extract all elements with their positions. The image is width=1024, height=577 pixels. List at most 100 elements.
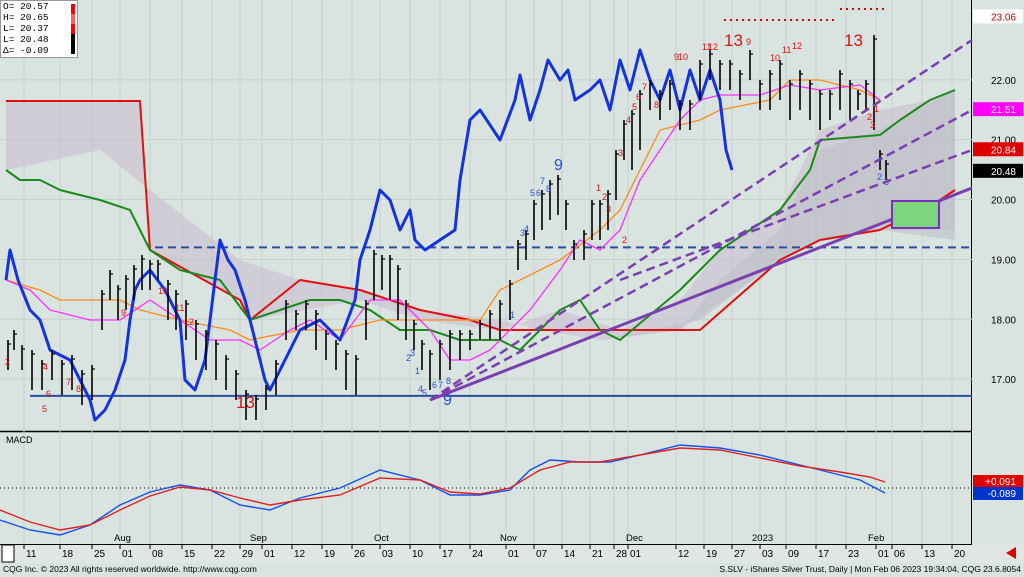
price-tag-label: 23.06 bbox=[991, 12, 1016, 23]
td-count-red: 7 bbox=[642, 82, 647, 92]
td-count-blue: 9 bbox=[443, 392, 452, 409]
day-label: 19 bbox=[324, 549, 336, 560]
ohlc-row: L= 20.37 bbox=[3, 23, 49, 34]
td-count-red: 7 bbox=[66, 377, 71, 387]
td-count-blue: 4 bbox=[418, 384, 423, 394]
td-count-red: 4 bbox=[626, 115, 631, 125]
day-label: 12 bbox=[678, 549, 690, 560]
day-label: 09 bbox=[788, 549, 800, 560]
td-count-red: 13 bbox=[724, 31, 743, 50]
td-count-red: 3 bbox=[606, 204, 611, 214]
td-count-blue: 3 bbox=[520, 228, 525, 238]
td-count-blue: 1 bbox=[415, 366, 420, 376]
price-tag-bg bbox=[973, 163, 1023, 178]
day-label: 11 bbox=[26, 549, 37, 560]
day-label: 17 bbox=[818, 549, 830, 560]
td-count-blue: 4 bbox=[524, 224, 529, 234]
td-count-red: 12 bbox=[708, 42, 718, 52]
tenkan-sen-line bbox=[5, 84, 881, 361]
day-label: 19 bbox=[706, 549, 718, 560]
macd-tag-bg bbox=[973, 487, 1023, 500]
price-tag-bg bbox=[973, 102, 1023, 117]
td-count-blue: 2 bbox=[877, 172, 882, 182]
month-label: Dec bbox=[626, 533, 643, 544]
day-label: 14 bbox=[564, 549, 576, 560]
td-count-red: 5 bbox=[42, 404, 47, 414]
price-axis-label: 19.00 bbox=[991, 255, 1016, 266]
td-count-red: 6 bbox=[46, 389, 51, 399]
td-count-red: 8 bbox=[76, 384, 81, 394]
macd-tag-label: -0.089 bbox=[988, 489, 1017, 500]
day-label: 21 bbox=[592, 549, 604, 560]
td-count-red: 11 bbox=[782, 45, 791, 55]
month-label: Oct bbox=[374, 533, 389, 544]
ohlc-row: O= 20.57 bbox=[3, 1, 49, 12]
trend-line-dashed-lower bbox=[619, 148, 973, 282]
day-label: 28 bbox=[616, 549, 628, 560]
td-count-blue: 5 bbox=[422, 388, 427, 398]
td-count-blue: 8 bbox=[446, 376, 451, 386]
price-tag-label: 20.84 bbox=[991, 145, 1016, 156]
status-bar-bg bbox=[0, 563, 1024, 577]
month-label: Sep bbox=[250, 533, 267, 544]
price-axis-label: 18.00 bbox=[991, 315, 1016, 326]
price-axis-bg bbox=[972, 0, 1024, 544]
day-label: 07 bbox=[536, 549, 548, 560]
day-label: 20 bbox=[954, 549, 966, 560]
day-label: 17 bbox=[442, 549, 454, 560]
td-count-blue: 7 bbox=[540, 176, 545, 186]
price-axis-label: 22.00 bbox=[991, 76, 1016, 87]
day-label: 27 bbox=[734, 549, 746, 560]
td-count-red: 1 bbox=[596, 183, 601, 193]
td-count-red: 9 bbox=[674, 52, 679, 62]
td-count-red: 4 bbox=[43, 362, 48, 372]
day-label: 12 bbox=[294, 549, 306, 560]
macd-label: MACD bbox=[6, 435, 33, 445]
td-count-blue: 3 bbox=[410, 348, 415, 358]
day-label: 13 bbox=[924, 549, 936, 560]
day-label: 18 bbox=[62, 549, 74, 560]
td-count-red: 12 bbox=[792, 41, 802, 51]
td-count-blue: 1 bbox=[510, 310, 515, 320]
macd-signal-line bbox=[0, 447, 886, 531]
ichimoku-cloud-lower bbox=[600, 90, 955, 340]
scroll-handle[interactable] bbox=[1, 544, 15, 563]
td-count-blue: 2 bbox=[406, 353, 411, 363]
td-count-red: 13 bbox=[844, 31, 863, 50]
td-count-red: 13 bbox=[236, 393, 255, 412]
td-count-red: 11 bbox=[175, 303, 184, 313]
day-label: 06 bbox=[894, 549, 906, 560]
td-count-red: 8 bbox=[654, 100, 659, 110]
td-count-blue: 5 bbox=[530, 188, 535, 198]
day-label: 23 bbox=[848, 549, 860, 560]
macd-line bbox=[0, 444, 886, 536]
td-count-red: 9 bbox=[746, 37, 751, 47]
orange-average-line bbox=[5, 79, 881, 341]
td-count-red: 10 bbox=[678, 52, 688, 62]
month-label: Feb bbox=[868, 533, 884, 544]
trend-line-dashed-middle bbox=[429, 108, 973, 402]
senkou-span-b-line bbox=[5, 89, 956, 351]
td-count-red: 2 bbox=[602, 192, 607, 202]
footer-left: CQG Inc. © 2023 All rights reserved worl… bbox=[3, 564, 257, 574]
td-count-blue: 8 bbox=[546, 184, 551, 194]
macd-tag-bg bbox=[973, 475, 1023, 488]
day-label: 08 bbox=[152, 549, 164, 560]
td-count-red: 12 bbox=[184, 317, 194, 327]
price-axis-label: 21.00 bbox=[991, 136, 1016, 147]
td-count-blue: 6 bbox=[432, 380, 437, 390]
day-label: 01 bbox=[122, 549, 134, 560]
day-label: 01 bbox=[508, 549, 520, 560]
month-label: Nov bbox=[500, 533, 517, 544]
ohlc-readout: O= 20.57 H= 20.65 L= 20.37 L= 20.48 Δ= -0.09 bbox=[0, 0, 78, 58]
day-label: 26 bbox=[354, 549, 366, 560]
td-count-red: 2 bbox=[622, 235, 627, 245]
ohlc-row: L= 20.48 bbox=[3, 34, 49, 45]
scroll-right-arrow-icon[interactable] bbox=[1006, 547, 1016, 559]
kijun-sen-line bbox=[6, 100, 956, 331]
td-count-red: 3 bbox=[870, 120, 875, 130]
ohlc-row: Δ= -0.09 bbox=[3, 45, 49, 56]
ichimoku-cloud-upper bbox=[6, 90, 955, 340]
